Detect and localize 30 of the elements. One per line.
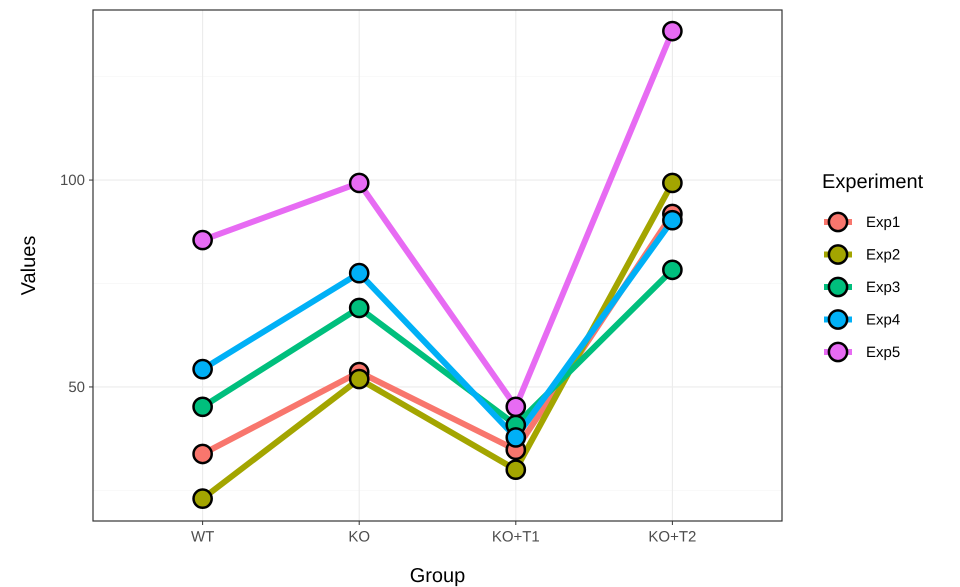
point	[348, 298, 370, 318]
point	[662, 210, 683, 231]
x-tick-label: KO	[348, 528, 370, 546]
legend-label: Exp2	[866, 246, 900, 264]
point	[192, 444, 213, 464]
point	[505, 459, 526, 480]
point	[192, 230, 213, 250]
point	[348, 262, 370, 284]
legend-label: Exp1	[866, 214, 900, 231]
point	[348, 172, 370, 194]
point	[505, 427, 526, 448]
point	[662, 260, 683, 280]
legend-label: Exp5	[866, 344, 900, 361]
x-tick-label: KO+T2	[648, 528, 696, 546]
point	[192, 358, 213, 380]
point	[662, 20, 683, 42]
point	[662, 172, 683, 194]
legend-label: Exp3	[866, 279, 900, 296]
point	[348, 368, 370, 390]
x-tick-label: KO+T1	[492, 528, 540, 546]
point	[192, 396, 213, 418]
point	[505, 396, 526, 418]
legend-label: Exp4	[866, 312, 900, 328]
y-tick-label: 50	[68, 378, 85, 396]
legend-title: Experiment	[822, 171, 924, 193]
x-axis-title: Group	[410, 565, 466, 587]
point	[192, 488, 213, 509]
x-tick-label: WT	[190, 528, 214, 546]
y-tick-label: 100	[60, 172, 85, 189]
y-axis-title: Values	[18, 236, 40, 296]
